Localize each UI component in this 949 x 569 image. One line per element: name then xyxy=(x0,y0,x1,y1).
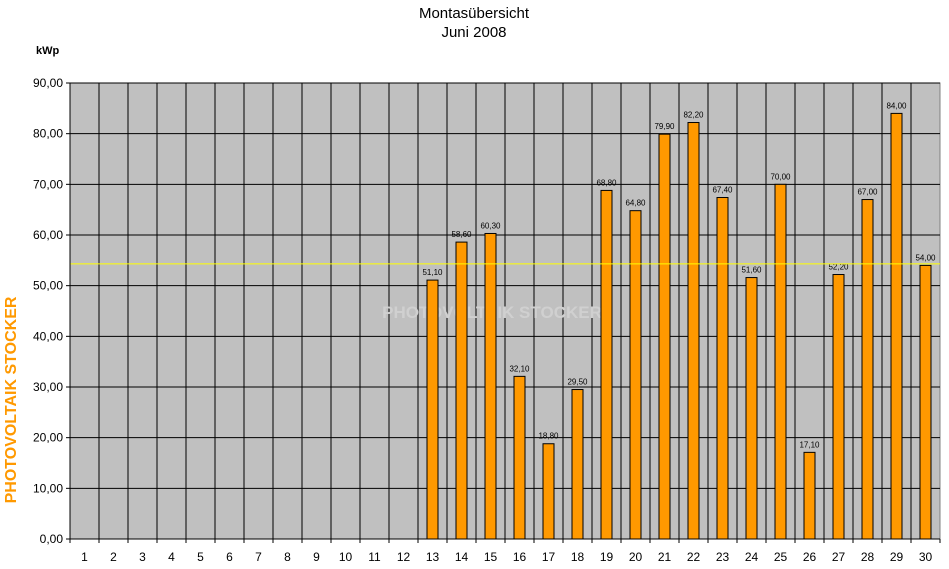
x-tick-label: 17 xyxy=(542,550,556,564)
x-tick-label: 3 xyxy=(139,550,146,564)
y-tick-label: 10,00 xyxy=(33,481,63,495)
bar xyxy=(600,189,613,540)
x-tick-label: 18 xyxy=(571,550,585,564)
x-tick-label: 26 xyxy=(803,550,817,564)
bar xyxy=(919,264,932,540)
data-label: 54,00 xyxy=(915,253,936,262)
x-tick-label: 7 xyxy=(255,550,262,564)
data-label: 67,00 xyxy=(857,188,878,197)
data-label: 58,60 xyxy=(451,230,472,239)
data-label: 17,10 xyxy=(799,440,820,449)
bar xyxy=(571,389,584,540)
bar xyxy=(426,279,439,540)
x-tick-label: 30 xyxy=(919,550,933,564)
x-tick-label: 8 xyxy=(284,550,291,564)
data-label: 84,00 xyxy=(886,101,907,110)
bar xyxy=(890,112,903,540)
x-tick-label: 6 xyxy=(226,550,233,564)
x-tick-label: 25 xyxy=(774,550,788,564)
x-tick-label: 20 xyxy=(629,550,643,564)
x-tick-label: 15 xyxy=(484,550,498,564)
bar xyxy=(687,122,700,540)
bar xyxy=(658,133,671,540)
bar xyxy=(774,183,787,540)
y-tick-label: 0,00 xyxy=(40,532,64,546)
x-tick-label: 23 xyxy=(716,550,730,564)
bar xyxy=(745,277,758,540)
y-tick-label: 50,00 xyxy=(33,279,63,293)
bar xyxy=(861,199,874,540)
y-tick-label: 20,00 xyxy=(33,431,63,445)
bars xyxy=(426,112,932,540)
x-tick-label: 1 xyxy=(81,550,88,564)
y-tick-label: 30,00 xyxy=(33,380,63,394)
y-tick-label: 80,00 xyxy=(33,127,63,141)
x-tick-label: 24 xyxy=(745,550,759,564)
x-tick-label: 16 xyxy=(513,550,527,564)
y-tick-label: 40,00 xyxy=(33,329,63,343)
data-label: 60,30 xyxy=(480,221,501,230)
x-tick-label: 27 xyxy=(832,550,846,564)
x-tick-label: 10 xyxy=(339,550,353,564)
x-tick-label: 11 xyxy=(368,550,381,564)
y-axis: 0,00 10,00 20,00 30,00 40,00 50,00 60,00 70,00 8… xyxy=(33,76,71,546)
x-tick-label: 5 xyxy=(197,550,204,564)
brand-side-text: PHOTOVOLTAIK STOCKER xyxy=(3,296,20,503)
data-label: 18,80 xyxy=(538,432,559,441)
x-tick-label: 9 xyxy=(313,550,320,564)
x-tick-label: 12 xyxy=(397,550,411,564)
bar xyxy=(513,375,526,540)
x-tick-label: 28 xyxy=(861,550,875,564)
data-label: 51,10 xyxy=(422,268,443,277)
y-tick-label: 90,00 xyxy=(33,76,63,90)
data-label: 32,10 xyxy=(509,364,530,373)
data-label: 64,80 xyxy=(625,199,646,208)
bar xyxy=(716,197,729,540)
data-label: 67,40 xyxy=(712,186,733,195)
x-axis: 1 2 3 4 5 6 7 8 9 10 11 12 13 14 15 16 17 18 19 20 21 22 23 24 2… xyxy=(69,538,941,564)
data-label: 82,20 xyxy=(683,111,704,120)
bar xyxy=(629,210,642,540)
bar xyxy=(455,241,468,540)
x-tick-label: 29 xyxy=(890,550,904,564)
bar xyxy=(542,443,555,540)
x-tick-label: 19 xyxy=(600,550,614,564)
x-tick-label: 4 xyxy=(168,550,175,564)
chart-title: Montasübersicht xyxy=(419,5,530,22)
chart-subtitle: Juni 2008 xyxy=(441,24,506,41)
y-tick-label: 70,00 xyxy=(33,177,63,191)
x-tick-label: 2 xyxy=(110,550,117,564)
x-tick-label: 13 xyxy=(426,550,440,564)
x-tick-label: 22 xyxy=(687,550,701,564)
y-tick-label: 60,00 xyxy=(33,228,63,242)
data-label: 70,00 xyxy=(770,172,791,181)
data-label: 29,50 xyxy=(567,378,588,387)
bar xyxy=(484,232,497,540)
data-labels: 51,10 58,60 60,30 32,10 18,80 29,50 68,80 64,80… xyxy=(422,101,936,449)
x-tick-label: 14 xyxy=(455,550,469,564)
bar xyxy=(803,451,816,540)
data-label: 52,20 xyxy=(828,263,849,272)
data-label: 79,90 xyxy=(654,122,675,131)
bar xyxy=(832,274,845,540)
data-label: 51,60 xyxy=(741,266,762,275)
x-tick-label: 21 xyxy=(658,550,672,564)
data-label: 68,80 xyxy=(596,178,617,187)
y-axis-unit: kWp xyxy=(36,45,60,57)
